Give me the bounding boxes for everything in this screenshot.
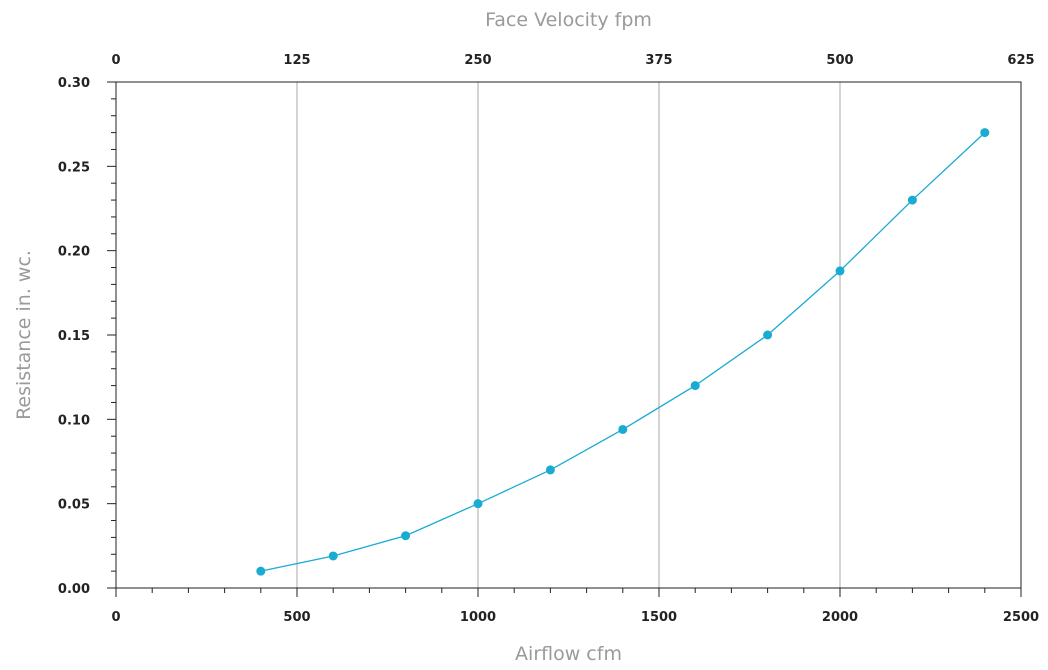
x-tick-label: 2000 [822,610,858,625]
data-point [618,424,628,434]
plot-area-frame [115,81,1022,589]
x2-tick-label: 500 [826,53,853,68]
data-point [328,551,338,561]
x-tick-label: 1000 [460,610,496,625]
x-tick-label: 2500 [1003,610,1039,625]
y-tick-label: 0.25 [58,160,90,175]
x-tick-label: 0 [111,610,120,625]
x-tick-label: 500 [283,610,310,625]
data-point [473,499,483,509]
x-axis-ticks: 0 500 1000 1500 2000 2500 [111,588,1039,625]
data-point [545,465,555,475]
data-point [690,381,700,391]
y-tick-label: 0.20 [58,245,90,260]
y-tick-label: 0.15 [58,329,90,344]
y-tick-label: 0.30 [58,76,90,91]
x2-tick-label: 0 [111,53,120,68]
y-tick-label: 0.00 [58,582,90,597]
y-tick-label: 0.10 [58,413,90,428]
data-point [907,195,917,205]
x2-axis-title: Face Velocity fpm [485,9,652,31]
data-point [401,531,411,541]
grid-lines [296,82,841,588]
data-point [763,330,773,340]
data-point [980,128,990,138]
x2-tick-label: 375 [645,53,672,68]
series-line [260,132,986,572]
x2-tick-label: 250 [464,53,491,68]
x2-tick-label: 625 [1007,53,1034,68]
y-tick-label: 0.05 [58,498,90,513]
y-axis-title: Resistance in. wc. [13,250,35,420]
x-tick-label: 1500 [641,610,677,625]
x-axis-title: Airflow cfm [515,643,622,665]
x2-tick-label: 125 [283,53,310,68]
series-group [256,128,990,576]
data-point [835,266,845,276]
data-point [256,566,266,576]
x2-axis-ticks: 0 125 250 375 500 625 [111,53,1034,68]
y-axis-ticks: 0.00 0.05 0.10 0.15 0.20 0.25 0.30 [58,76,116,597]
